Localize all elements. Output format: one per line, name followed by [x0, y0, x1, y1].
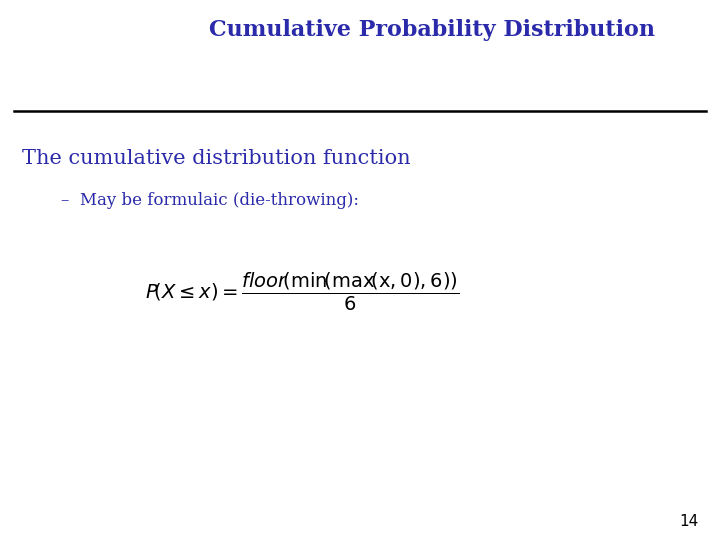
Text: The cumulative distribution function: The cumulative distribution function: [22, 148, 410, 167]
Text: –  May be formulaic (die-throwing):: – May be formulaic (die-throwing):: [61, 192, 359, 208]
Text: Cumulative Probability Distribution: Cumulative Probability Distribution: [209, 19, 655, 41]
Text: 14: 14: [679, 514, 698, 529]
Text: $P\!\left(X \leq x\right) = \dfrac{\mathit{floor}\!\left(\min\!\left(\max\!\left: $P\!\left(X \leq x\right) = \dfrac{\math…: [145, 271, 459, 313]
